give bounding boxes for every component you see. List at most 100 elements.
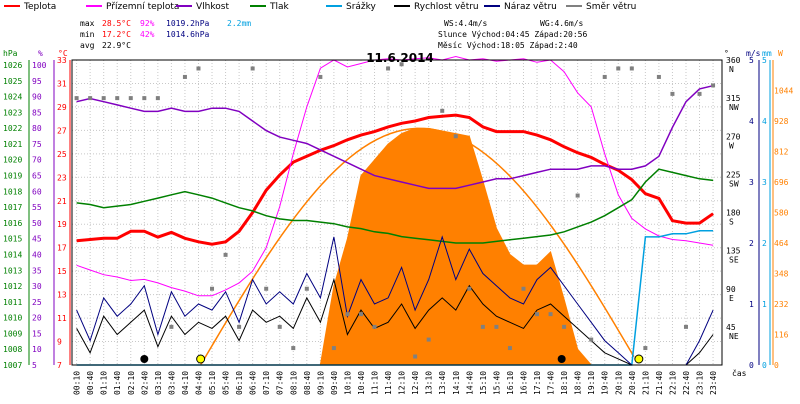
axis-pct-tick: 75 — [32, 140, 42, 149]
stat-min-press: 1014.6hPa — [166, 30, 210, 39]
time-tick-label: 00:10 — [73, 371, 82, 395]
axis-hpa-tick: 1015 — [3, 235, 22, 244]
axis-degc-tick: 23 — [57, 173, 67, 182]
axis-degc-tick: 11 — [57, 314, 67, 323]
time-tick-label: 05:10 — [208, 371, 217, 395]
axis-pct-tick: 80 — [32, 124, 42, 133]
time-tick-label: 21:10 — [641, 371, 650, 395]
wind-direction-point — [711, 83, 716, 88]
axis-hpa-tick: 1017 — [3, 203, 22, 212]
legend-label: Tlak — [269, 2, 290, 12]
axis-ms-tick: 3 — [749, 178, 754, 187]
time-tick-label: 10:10 — [343, 371, 352, 395]
axis-wm2-tick: 348 — [774, 270, 789, 279]
legend-label: Teplota — [23, 2, 56, 12]
wind-direction-point — [101, 96, 106, 101]
axis-deg-dir: S — [729, 218, 734, 227]
axis-deg-dir: E — [729, 294, 734, 303]
axis-hpa-tick: 1024 — [3, 93, 22, 102]
axis-pct-tick: 60 — [32, 187, 42, 196]
time-tick-label: 19:40 — [601, 371, 610, 395]
axis-degc-label: °C — [58, 49, 68, 58]
wind-direction-point — [589, 337, 594, 342]
time-tick-label: 22:10 — [668, 371, 677, 395]
axis-wm2-tick: 464 — [774, 239, 789, 248]
axis-pct-tick: 65 — [32, 172, 42, 181]
axis-degc-tick: 31 — [57, 79, 67, 88]
wind-direction-point — [304, 286, 309, 291]
wind-direction-point — [210, 286, 215, 291]
wind-direction-point — [521, 286, 526, 291]
wind-direction-point — [169, 324, 174, 329]
legend-label: Rychlost větru — [414, 2, 479, 12]
axis-deg-dir: SE — [729, 256, 739, 265]
wind-direction-point — [115, 96, 120, 101]
wind-direction-point — [643, 346, 648, 351]
stat-max-rain: 2.2mm — [227, 19, 251, 28]
time-tick-label: 09:40 — [330, 371, 339, 395]
axis-pct-tick: 100 — [32, 61, 47, 70]
time-tick-label: 17:10 — [533, 371, 542, 395]
time-tick-label: 11:40 — [384, 371, 393, 395]
wind-direction-point — [358, 312, 363, 317]
axis-deg-tick: 315 — [726, 94, 741, 103]
sun-curve — [199, 127, 635, 366]
plot-frame — [71, 59, 723, 366]
wind-direction-point — [494, 324, 499, 329]
axis-mm-tick: 3 — [762, 178, 767, 187]
axis-hpa-tick: 1007 — [3, 361, 22, 370]
wind-direction-point — [507, 346, 512, 351]
time-tick-label: 01:40 — [113, 371, 122, 395]
axis-deg-tick: 90 — [726, 285, 736, 294]
wind-direction-point — [277, 324, 282, 329]
time-tick-label: 22:40 — [682, 371, 691, 395]
stat-max-hum: 92% — [140, 19, 155, 28]
time-tick-label: 16:10 — [506, 371, 515, 395]
time-tick-label: 12:10 — [398, 371, 407, 395]
axis-pct-tick: 20 — [32, 314, 42, 323]
legend-label: Vlhkost — [196, 2, 229, 12]
axis-wm2-tick: 232 — [774, 300, 789, 309]
axis-degc-tick: 27 — [57, 126, 67, 135]
axis-wm2-tick: 116 — [774, 331, 789, 340]
axis-mm-tick: 5 — [762, 56, 767, 65]
wind-direction-point — [196, 66, 201, 71]
time-tick-label: 09:10 — [316, 371, 325, 395]
axis-wm2-tick: 928 — [774, 117, 789, 126]
time-tick-label: 05:40 — [222, 371, 231, 395]
wind-direction-point — [250, 66, 255, 71]
axis-wm2-tick: 0 — [774, 361, 779, 370]
stat-ws: WS:4.4m/s — [444, 19, 488, 28]
time-tick-label: 07:40 — [276, 371, 285, 395]
time-tick-label: 08:10 — [289, 371, 298, 395]
axis-deg-tick: 45 — [726, 323, 736, 332]
time-tick-label: 17:40 — [547, 371, 556, 395]
wind-direction-point — [413, 354, 418, 359]
stat-sun: Slunce Východ:04:45 Západ:20:56 — [438, 30, 587, 39]
axis-deg-dir: NE — [729, 332, 739, 341]
axis-hpa-tick: 1011 — [3, 298, 22, 307]
wind-direction-point — [683, 324, 688, 329]
axis-pct-tick: 55 — [32, 203, 42, 212]
time-tick-label: 08:40 — [303, 371, 312, 395]
wind-direction-point — [656, 74, 661, 79]
axis-hpa-tick: 1014 — [3, 250, 22, 259]
time-tick-label: 04:10 — [181, 371, 190, 395]
axis-mm-label: mm — [762, 49, 772, 58]
axis-hpa-tick: 1016 — [3, 219, 22, 228]
stat-min-temp: 17.2°C — [102, 30, 131, 39]
stat-avg-label: avg — [80, 41, 95, 50]
stat-moon: Měsíc Východ:18:05 Západ:2:40 — [438, 41, 578, 50]
wind-direction-point — [331, 346, 336, 351]
wind-direction-point — [629, 66, 634, 71]
moonset-marker — [140, 355, 149, 363]
axis-degc-tick: 17 — [57, 244, 67, 253]
wind-direction-point — [467, 286, 472, 291]
time-tick-label: 15:10 — [479, 371, 488, 395]
axis-degc-tick: 13 — [57, 291, 67, 300]
sunset-marker — [634, 354, 644, 364]
time-tick-label: 14:10 — [452, 371, 461, 395]
stat-max-temp: 28.5°C — [102, 19, 131, 28]
axis-hpa-tick: 1020 — [3, 156, 22, 165]
